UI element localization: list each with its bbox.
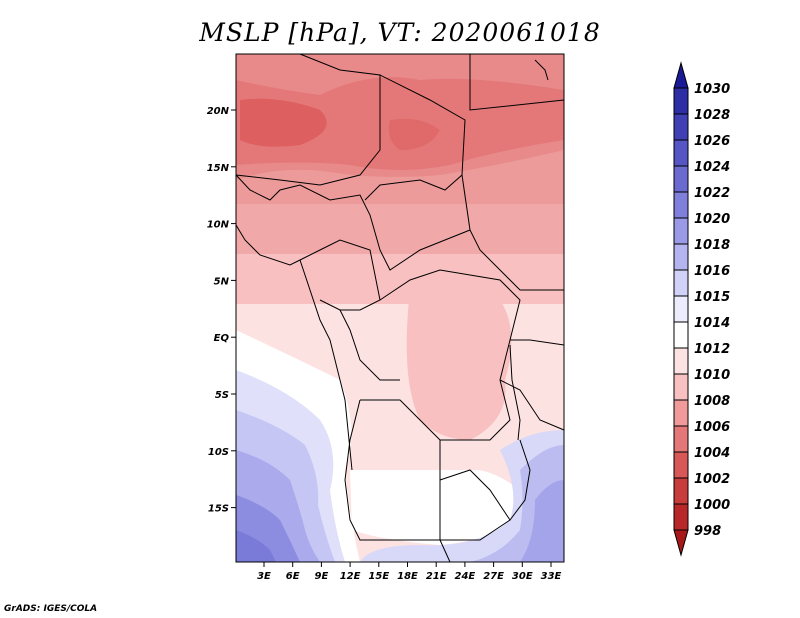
lat-tick-label: 15S bbox=[208, 504, 229, 515]
lon-tick-label: 24E bbox=[455, 571, 476, 582]
lon-tick-label: 30E bbox=[512, 571, 533, 582]
colorbar-segment bbox=[673, 165, 689, 193]
border-cameroon bbox=[299, 239, 381, 311]
border-uganda-kenya bbox=[510, 339, 565, 346]
colorbar-segment bbox=[673, 451, 689, 479]
colorbar-segment bbox=[673, 139, 689, 167]
band-1022 bbox=[236, 530, 276, 562]
border-chad bbox=[364, 74, 466, 201]
colorbar-label: 1016 bbox=[694, 264, 730, 279]
colorbar-label: 1004 bbox=[694, 446, 730, 461]
lat-tick-label: 10S bbox=[208, 447, 229, 458]
colorbar-label: 1015 bbox=[694, 290, 730, 305]
colorbar-segment bbox=[673, 113, 689, 141]
colorbar-label: 1012 bbox=[694, 342, 730, 357]
colorbar-label: 1002 bbox=[694, 472, 730, 487]
colorbar-label: 1010 bbox=[694, 368, 730, 383]
colorbar-segment bbox=[673, 503, 689, 531]
colorbar-segment bbox=[673, 399, 689, 427]
colorbar-segment bbox=[673, 243, 689, 271]
colorbar-segment bbox=[673, 373, 689, 401]
border-tanzania bbox=[499, 379, 565, 431]
colorbar-label: 1000 bbox=[694, 498, 730, 513]
border-congo bbox=[339, 309, 400, 381]
colorbar-label: 1018 bbox=[694, 238, 730, 253]
lat-tick-label: EQ bbox=[214, 333, 230, 344]
colorbar: 1030 1028 1026 1024 1022 1020 1018 1016 1015 1014… bbox=[673, 61, 730, 557]
low-center-west bbox=[240, 98, 327, 147]
coastline-west bbox=[299, 259, 353, 471]
congo-basin-1010 bbox=[406, 290, 512, 440]
border-sudan-egypt bbox=[469, 54, 565, 111]
colorbar-segment bbox=[673, 191, 689, 219]
border-west-coast bbox=[235, 224, 301, 266]
pressure-field bbox=[236, 54, 564, 562]
border-angola-east bbox=[439, 440, 451, 563]
lat-tick-label: 10N bbox=[207, 220, 230, 231]
lat-tick-label: 5S bbox=[215, 390, 229, 401]
southeast-1015 bbox=[360, 430, 564, 562]
lake-tanganyika bbox=[509, 344, 521, 441]
coastline-north bbox=[534, 59, 549, 81]
colorbar-label: 1026 bbox=[694, 134, 730, 149]
colorbar-top-arrow bbox=[673, 61, 689, 89]
border-nigeria bbox=[235, 174, 471, 271]
lake-malawi bbox=[509, 439, 531, 521]
lon-tick-label: 3E bbox=[257, 571, 271, 582]
lon-tick-label: 12E bbox=[340, 571, 361, 582]
colorbar-label: 1024 bbox=[694, 160, 730, 175]
colorbar-segment bbox=[673, 425, 689, 453]
border-sudan bbox=[461, 174, 564, 291]
map-title: MSLP [hPa], VT: 2020061018 bbox=[199, 18, 601, 47]
lat-tick-label: 20N bbox=[207, 106, 230, 117]
colorbar-segment bbox=[673, 477, 689, 505]
colorbar-label: 1030 bbox=[694, 82, 730, 97]
grads-credit: GrADS: IGES/COLA bbox=[4, 604, 98, 614]
country-borders bbox=[235, 53, 565, 563]
border-niger bbox=[235, 53, 381, 186]
lat-tick-label: 5N bbox=[214, 276, 230, 287]
low-center-east bbox=[388, 118, 440, 150]
colorbar-segment bbox=[673, 347, 689, 375]
border-drc bbox=[360, 269, 521, 441]
lat-tick-label: 15N bbox=[207, 163, 230, 174]
southeast-1018 bbox=[520, 480, 564, 562]
lon-tick-label: 27E bbox=[483, 571, 504, 582]
border-angola-west bbox=[344, 399, 440, 541]
lon-tick-label: 15E bbox=[368, 571, 389, 582]
colorbar-segment bbox=[673, 87, 689, 115]
lon-tick-label: 21E bbox=[426, 571, 447, 582]
lon-tick-label: 18E bbox=[397, 571, 418, 582]
colorbar-segment bbox=[673, 321, 689, 349]
colorbar-segment bbox=[673, 269, 689, 297]
colorbar-label: 1008 bbox=[694, 394, 730, 409]
colorbar-segment bbox=[673, 295, 689, 323]
colorbar-label: 1022 bbox=[694, 186, 730, 201]
lon-tick-label: 6E bbox=[286, 571, 300, 582]
colorbar-label: 1014 bbox=[694, 316, 730, 331]
colorbar-bottom-arrow bbox=[673, 529, 689, 557]
colorbar-label: 1020 bbox=[694, 212, 730, 227]
colorbar-label: 1006 bbox=[694, 420, 730, 435]
colorbar-label: 998 bbox=[694, 524, 721, 539]
lon-tick-label: 33E bbox=[541, 571, 562, 582]
latitude-axis: 20N 15N 10N 5N EQ 5S 10S 15S bbox=[207, 106, 236, 515]
lon-tick-label: 9E bbox=[315, 571, 329, 582]
border-zambia bbox=[439, 469, 511, 541]
colorbar-label: 1028 bbox=[694, 108, 730, 123]
map-frame bbox=[235, 53, 565, 563]
colorbar-segment bbox=[673, 217, 689, 245]
longitude-axis: 3E 6E 9E 12E 15E 18E 21E 24E 27E 30E 33E bbox=[257, 562, 562, 582]
